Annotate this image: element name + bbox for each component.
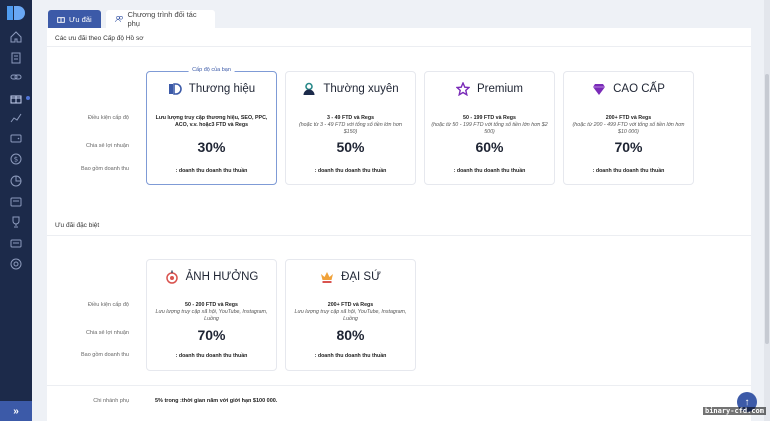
tab-offers[interactable]: Ưu đãi bbox=[48, 10, 101, 28]
tier-share: 70% bbox=[614, 139, 643, 155]
special-name: ẢNH HƯỞNG bbox=[185, 271, 259, 283]
offers-panel: Các ưu đãi theo Cấp độ Hồ sơ Điều kiện c… bbox=[47, 28, 751, 421]
chart-icon[interactable] bbox=[9, 111, 23, 125]
share-row-label: Chia sẻ lợi nhuận bbox=[85, 143, 129, 149]
document-icon[interactable] bbox=[9, 51, 23, 65]
tier-name: Thương hiệu bbox=[188, 83, 256, 95]
special-include: : doanh thu doanh thu thuần bbox=[314, 353, 387, 359]
tier-card-premium[interactable]: Premium 50 - 199 FTD và Regs (hoặc từ 50 … bbox=[424, 71, 555, 185]
tab-sub-partner-label: Chương trình đối tác phụ bbox=[127, 10, 197, 28]
wallet-icon[interactable] bbox=[9, 131, 23, 145]
star-icon bbox=[455, 82, 470, 96]
tier-condition-text: 200+ FTD và Regs bbox=[605, 115, 652, 121]
tier-card-vip[interactable]: CAO CẤP 200+ FTD và Regs (hoặc từ 200 - 4… bbox=[563, 71, 694, 185]
divider bbox=[47, 385, 751, 386]
condition-row-label: Điều kiện cấp độ bbox=[88, 302, 129, 308]
special-condition: 50 - 200 FTD và Regs Lưu lượng truy cập x… bbox=[153, 302, 270, 323]
gift-icon bbox=[57, 17, 65, 23]
special-section-title: Ưu đãi đặc biệt bbox=[55, 222, 100, 229]
divider bbox=[47, 46, 751, 47]
tier-share: 30% bbox=[197, 139, 226, 155]
special-card-influencer[interactable]: ẢNH HƯỞNG 50 - 200 FTD và Regs Lưu lượng … bbox=[146, 259, 277, 371]
tab-sub-partner[interactable]: Chương trình đối tác phụ bbox=[106, 10, 215, 28]
tier-condition-text: 3 - 49 FTD và Regs bbox=[326, 115, 375, 121]
tier-section-title: Các ưu đãi theo Cấp độ Hồ sơ bbox=[55, 35, 144, 42]
sidebar: $ » bbox=[0, 0, 32, 421]
tier-include: : doanh thu doanh thu thuần bbox=[453, 168, 526, 174]
include-row-label: Bao gồm doanh thu bbox=[80, 352, 129, 358]
tier-condition: 3 - 49 FTD và Regs (hoặc từ 3 - 49 FTD vớ… bbox=[292, 115, 409, 136]
tier-card-brand[interactable]: Cấp độ của bạn Thương hiệu Lưu lượng tru… bbox=[146, 67, 277, 185]
tier-condition: Lưu lượng truy cập thương hiệu, SEO, PPC… bbox=[153, 115, 270, 129]
special-condition-sub: Lưu lượng truy cập xã hội, YouTube, Inst… bbox=[155, 309, 268, 322]
branch-value: 5% trong :thời gian năm với giới hạn $10… bbox=[155, 398, 278, 404]
brand-logo-icon bbox=[168, 83, 182, 95]
tier-name: CAO CẤP bbox=[613, 83, 665, 95]
tier-name: Thường xuyên bbox=[323, 83, 399, 95]
active-indicator bbox=[26, 96, 30, 100]
include-row-label: Bao gồm doanh thu bbox=[80, 166, 129, 172]
expand-sidebar-button[interactable]: » bbox=[0, 401, 32, 421]
tier-include: : doanh thu doanh thu thuần bbox=[314, 168, 387, 174]
condition-row-label: Điều kiện cấp độ bbox=[88, 115, 129, 121]
link-icon[interactable] bbox=[9, 70, 23, 84]
tier-condition-text: Lưu lượng truy cập thương hiệu, SEO, PPC… bbox=[155, 115, 268, 128]
tier-condition-sub: (hoặc từ 50 - 199 FTD với tổng số tiền l… bbox=[431, 122, 548, 135]
tier-condition-sub: (hoặc từ 200 - 499 FTD với tổng số tiền … bbox=[572, 122, 685, 135]
special-card-ambassador[interactable]: ĐẠI SỨ 200+ FTD và Regs Lưu lượng truy cậ… bbox=[285, 259, 416, 371]
special-condition-text: 50 - 200 FTD và Regs bbox=[185, 302, 238, 308]
scrollbar-thumb[interactable] bbox=[765, 74, 769, 344]
tab-offers-label: Ưu đãi bbox=[69, 14, 92, 24]
tier-share: 60% bbox=[475, 139, 504, 155]
tier-condition-sub: (hoặc từ 3 - 49 FTD với tổng số tiền lớn… bbox=[298, 122, 403, 135]
gift-icon[interactable] bbox=[7, 90, 25, 106]
trophy-icon[interactable] bbox=[9, 215, 23, 229]
special-share: 70% bbox=[197, 327, 226, 343]
scrollbar[interactable] bbox=[764, 0, 770, 421]
tier-include: : doanh thu doanh thu thuần bbox=[592, 168, 665, 174]
influencer-icon bbox=[165, 270, 178, 284]
special-condition-text: 200+ FTD và Regs bbox=[327, 302, 374, 308]
id-card-icon[interactable] bbox=[9, 236, 23, 250]
special-include: : doanh thu doanh thu thuần bbox=[175, 353, 248, 359]
crown-icon bbox=[321, 272, 334, 283]
home-icon[interactable] bbox=[9, 30, 23, 44]
svg-text:$: $ bbox=[14, 156, 18, 164]
branch-row-label: Chi nhánh phụ bbox=[93, 398, 129, 404]
tier-name: Premium bbox=[476, 83, 523, 95]
support-icon[interactable] bbox=[9, 257, 23, 271]
tier-condition: 50 - 199 FTD và Regs (hoặc từ 50 - 199 FT… bbox=[431, 115, 548, 136]
pie-chart-icon[interactable] bbox=[9, 174, 23, 188]
diamond-icon bbox=[593, 84, 606, 95]
dollar-icon[interactable]: $ bbox=[9, 152, 23, 166]
user-icon bbox=[303, 82, 315, 95]
current-level-badge: Cấp độ của bạn bbox=[188, 67, 235, 73]
app-logo-icon[interactable] bbox=[7, 6, 25, 20]
special-condition-sub: Lưu lượng truy cập xã hội, YouTube, Inst… bbox=[294, 309, 407, 322]
tier-share: 50% bbox=[336, 139, 365, 155]
divider bbox=[47, 235, 751, 236]
tier-condition-text: 50 - 199 FTD và Regs bbox=[463, 115, 516, 121]
tier-card-regular[interactable]: Thường xuyên 3 - 49 FTD và Regs (hoặc từ … bbox=[285, 71, 416, 185]
special-condition: 200+ FTD và Regs Lưu lượng truy cập xã hộ… bbox=[292, 302, 409, 323]
tier-include: : doanh thu doanh thu thuần bbox=[175, 168, 248, 174]
watermark: binary-cfd.com bbox=[702, 407, 766, 415]
tier-condition: 200+ FTD và Regs (hoặc từ 200 - 499 FTD v… bbox=[570, 115, 687, 136]
partners-icon bbox=[115, 16, 123, 23]
promo-icon[interactable] bbox=[9, 195, 23, 209]
share-row-label: Chia sẻ lợi nhuận bbox=[85, 330, 129, 336]
special-share: 80% bbox=[336, 327, 365, 343]
special-name: ĐẠI SỨ bbox=[341, 271, 381, 283]
